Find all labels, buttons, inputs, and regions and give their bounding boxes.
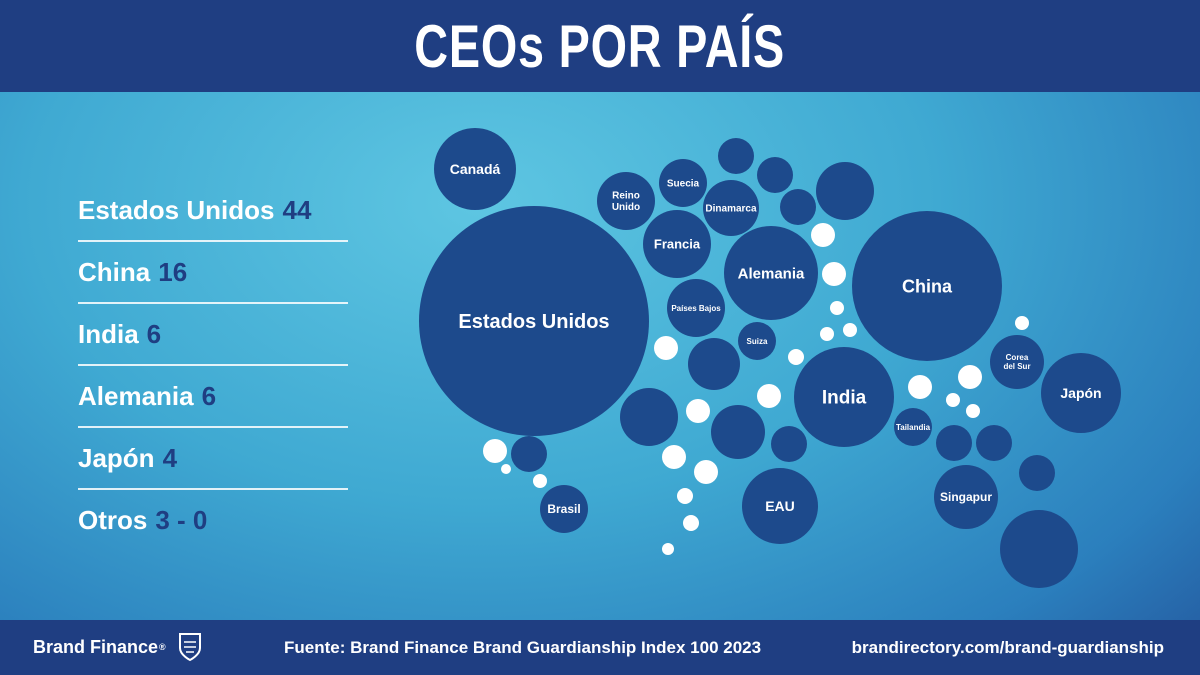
bubble-unlabeled <box>511 436 547 472</box>
bubble-label: Tailandia <box>896 423 931 432</box>
bubble-country <box>742 468 818 544</box>
bubble-small-white <box>966 404 980 418</box>
bubble-country <box>659 159 707 207</box>
bubble-country <box>540 485 588 533</box>
bubble-small-white <box>843 323 857 337</box>
bubble-label: China <box>902 276 953 296</box>
bubble-small-white <box>677 488 693 504</box>
bubble-unlabeled <box>718 138 754 174</box>
bubble-unlabeled <box>711 405 765 459</box>
legend-count: 6 <box>146 318 162 349</box>
page-title: CEOs POR PAÍS <box>414 12 786 80</box>
bubble-small-white <box>788 349 804 365</box>
bubble-small-white <box>908 375 932 399</box>
bubble-small-white <box>811 223 835 247</box>
registered-mark: ® <box>159 642 166 652</box>
legend-country: Estados Unidos <box>78 194 275 225</box>
bubble-label: Dinamarca <box>705 204 757 215</box>
bubble-label: Canadá <box>450 161 501 177</box>
bubble-country <box>419 206 649 436</box>
legend-country: Alemania <box>78 380 194 411</box>
bubble-label: Francia <box>654 237 701 252</box>
bubble-label: Suecia <box>667 179 700 190</box>
bubble-label: Corea del Sur <box>1003 353 1030 371</box>
bubble-small-white <box>662 445 686 469</box>
bubble-country <box>990 335 1044 389</box>
bubble-label: Estados Unidos <box>458 311 609 333</box>
bubble-label: India <box>822 388 867 409</box>
bubble-small-white <box>501 464 511 474</box>
bubble-label: Países Bajos <box>671 304 721 313</box>
bubble-label: Alemania <box>738 265 805 282</box>
bubble-country <box>724 226 818 320</box>
legend-row: Japón 4 <box>78 428 348 490</box>
bubble-label: Reino Unido <box>612 191 640 214</box>
bubble-small-white <box>958 365 982 389</box>
bubble-small-white <box>946 393 960 407</box>
legend-row: Alemania 6 <box>78 366 348 428</box>
bubble-unlabeled <box>688 338 740 390</box>
bubble-country <box>934 465 998 529</box>
bubble-country <box>434 128 516 210</box>
website-link[interactable]: brandirectory.com/brand-guardianship <box>851 638 1164 657</box>
bubble-small-white <box>830 301 844 315</box>
bubble-small-white <box>662 543 674 555</box>
bubble-unlabeled <box>976 425 1012 461</box>
bubble-country <box>852 211 1002 361</box>
bubble-label: Suiza <box>747 337 768 346</box>
legend-count: 16 <box>158 256 188 287</box>
bubble-small-white <box>483 439 507 463</box>
bubble-unlabeled <box>780 189 816 225</box>
bubble-country <box>738 322 776 360</box>
bubble-unlabeled <box>1019 455 1055 491</box>
legend-country: Otros <box>78 504 148 535</box>
bubble-small-white <box>686 399 710 423</box>
bubble-small-white <box>533 474 547 488</box>
legend-country: Japón <box>78 442 155 473</box>
bubble-unlabeled <box>936 425 972 461</box>
bubble-country <box>597 172 655 230</box>
legend-count: 3 - 0 <box>155 504 208 535</box>
legend-count: 44 <box>282 194 312 225</box>
bubble-label: EAU <box>765 498 795 514</box>
bubble-small-white <box>683 515 699 531</box>
bubble-small-white <box>820 327 834 341</box>
bubble-unlabeled <box>771 426 807 462</box>
legend-row: Estados Unidos 44 <box>78 180 348 242</box>
bubble-label: Singapur <box>940 490 992 504</box>
bubble-label: Brasil <box>547 502 580 516</box>
bubble-country <box>894 408 932 446</box>
bubble-label: Japón <box>1060 385 1101 401</box>
bubble-country <box>703 180 759 236</box>
bubble-country <box>643 210 711 278</box>
footer-bar: Brand Finance ® Fuente: Brand Finance Bra… <box>0 620 1200 675</box>
legend-row: Otros 3 - 0 <box>78 490 348 550</box>
legend-count: 4 <box>162 442 178 473</box>
bubble-small-white <box>654 336 678 360</box>
bubble-country <box>667 279 725 337</box>
bubble-country <box>1041 353 1121 433</box>
bubble-unlabeled <box>1000 510 1078 588</box>
legend-row: China 16 <box>78 242 348 304</box>
legend: Estados Unidos 44 China 16 India 6 Alemania 6 Ja… <box>78 180 348 550</box>
header-bar: CEOs POR PAÍS <box>0 0 1200 92</box>
legend-row: India 6 <box>78 304 348 366</box>
brand-name: Brand Finance <box>33 636 159 657</box>
bubble-country <box>794 347 894 447</box>
bubble-small-white <box>757 384 781 408</box>
bubble-unlabeled <box>620 388 678 446</box>
shield-icon <box>178 633 201 662</box>
bubble-small-white <box>694 460 718 484</box>
source-text: Fuente: Brand Finance Brand Guardianship… <box>284 638 762 657</box>
legend-count: 6 <box>201 380 217 411</box>
brand-logo: Brand Finance ® <box>33 632 202 662</box>
bubble-unlabeled <box>816 162 874 220</box>
bubble-small-white <box>1015 316 1029 330</box>
legend-country: China <box>78 256 151 287</box>
bubble-small-white <box>822 262 846 286</box>
bubble-unlabeled <box>757 157 793 193</box>
legend-country: India <box>78 318 139 349</box>
